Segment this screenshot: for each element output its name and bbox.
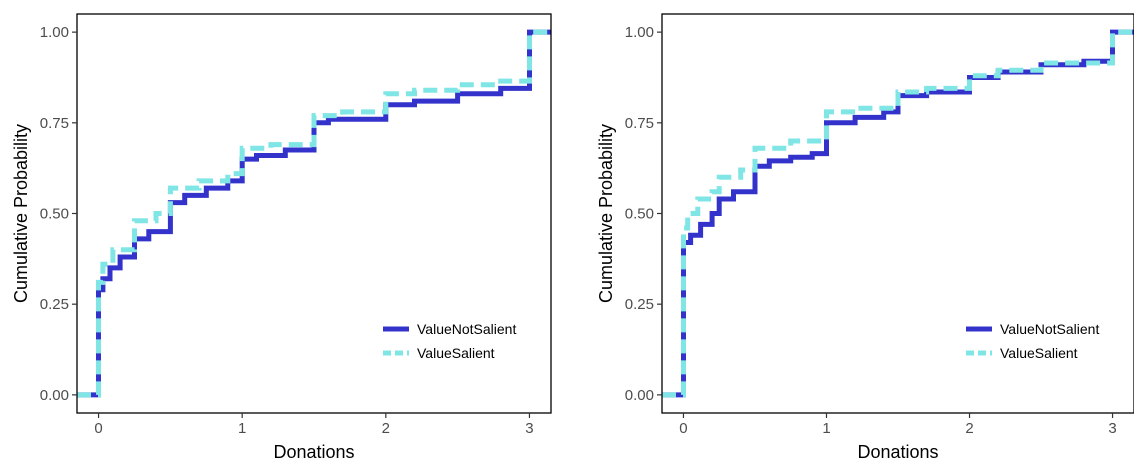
x-tick-label: 2 <box>382 420 390 437</box>
series-line-valuesalient <box>77 29 551 398</box>
legend-label-valuenotsalient: ValueNotSalient <box>417 321 516 337</box>
series-group <box>77 29 551 398</box>
y-axis-title: Cumulative Probability <box>11 124 31 303</box>
y-tick-label: 0.75 <box>40 115 69 132</box>
x-axis-title: Donations <box>273 442 354 462</box>
legend: ValueNotSalient ValueSalient <box>383 321 516 361</box>
y-tick-label: 0.00 <box>40 387 69 404</box>
y-tick-label: 0.00 <box>625 387 654 404</box>
legend-label-valuesalient: ValueSalient <box>1000 345 1078 361</box>
x-axis-title: Donations <box>857 442 938 462</box>
chart-panel-2: 0.00 0.25 0.50 0.75 1.00 0 1 2 3 Donations Cumulat… <box>596 13 1134 462</box>
x-tick-label: 2 <box>965 420 973 437</box>
y-axis-title: Cumulative Probability <box>596 124 616 303</box>
x-tick-label: 1 <box>238 420 246 437</box>
x-tick-label: 0 <box>679 420 687 437</box>
x-tick-label: 3 <box>1108 420 1116 437</box>
x-tick-label: 3 <box>525 420 533 437</box>
series-line-valuesalient <box>662 29 1134 398</box>
y-tick-label: 0.50 <box>625 206 654 223</box>
series-line-valuenotsalient <box>77 29 551 398</box>
series-line-valuenotsalient <box>662 29 1134 398</box>
y-tick-label: 1.00 <box>40 24 69 41</box>
y-tick-label: 0.75 <box>625 115 654 132</box>
x-tick-label: 0 <box>94 420 102 437</box>
legend-label-valuenotsalient: ValueNotSalient <box>1000 321 1099 337</box>
x-tick-label: 1 <box>822 420 830 437</box>
series-group <box>662 29 1134 398</box>
y-tick-label: 1.00 <box>625 24 654 41</box>
legend-label-valuesalient: ValueSalient <box>417 345 495 361</box>
chart-panel-1: 0.00 0.25 0.50 0.75 1.00 0 1 2 3 Donations Cumulat… <box>11 13 552 462</box>
y-tick-label: 0.25 <box>40 296 69 313</box>
y-tick-label: 0.50 <box>40 206 69 223</box>
legend: ValueNotSalient ValueSalient <box>966 321 1099 361</box>
y-tick-label: 0.25 <box>625 296 654 313</box>
